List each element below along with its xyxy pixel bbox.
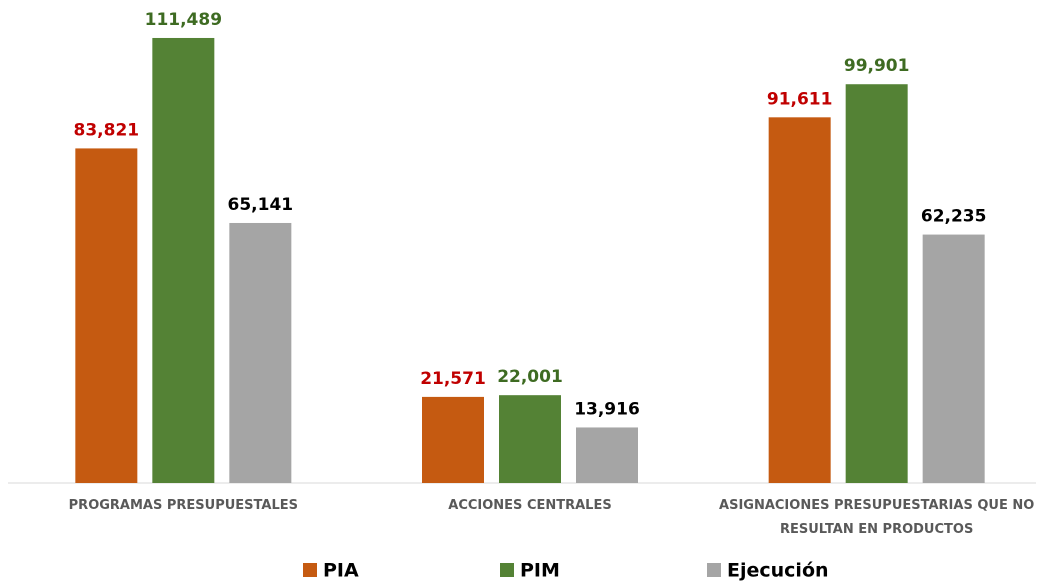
data-label: 21,571	[420, 369, 486, 389]
data-label: 65,141	[228, 195, 294, 215]
bar	[845, 84, 908, 483]
legend-label: PIA	[323, 560, 359, 582]
data-label: 13,916	[574, 399, 640, 419]
legend-label: PIM	[520, 560, 560, 582]
bar	[922, 234, 985, 483]
data-label: 111,489	[145, 10, 222, 30]
data-label: 99,901	[844, 56, 910, 76]
legend-swatch	[707, 563, 721, 577]
x-tick-label: ASIGNACIONES PRESUPUESTARIAS QUE NO RESU…	[719, 498, 1035, 537]
data-label: 22,001	[497, 367, 563, 387]
legend-label: Ejecución	[727, 560, 829, 582]
bar	[75, 148, 138, 484]
data-label: 91,611	[767, 89, 833, 109]
legend-swatch	[303, 563, 317, 577]
bar	[422, 396, 484, 483]
bar	[576, 427, 638, 483]
bar	[768, 117, 831, 483]
x-tick-label: PROGRAMAS PRESUPUESTALES	[68, 498, 298, 513]
x-tick-label: ACCIONES CENTRALES	[448, 498, 612, 513]
data-label: 62,235	[921, 207, 987, 227]
bar	[229, 222, 292, 484]
data-label: 83,821	[74, 120, 140, 140]
legend-swatch	[500, 563, 514, 577]
bar	[152, 37, 215, 483]
bar	[499, 395, 561, 483]
